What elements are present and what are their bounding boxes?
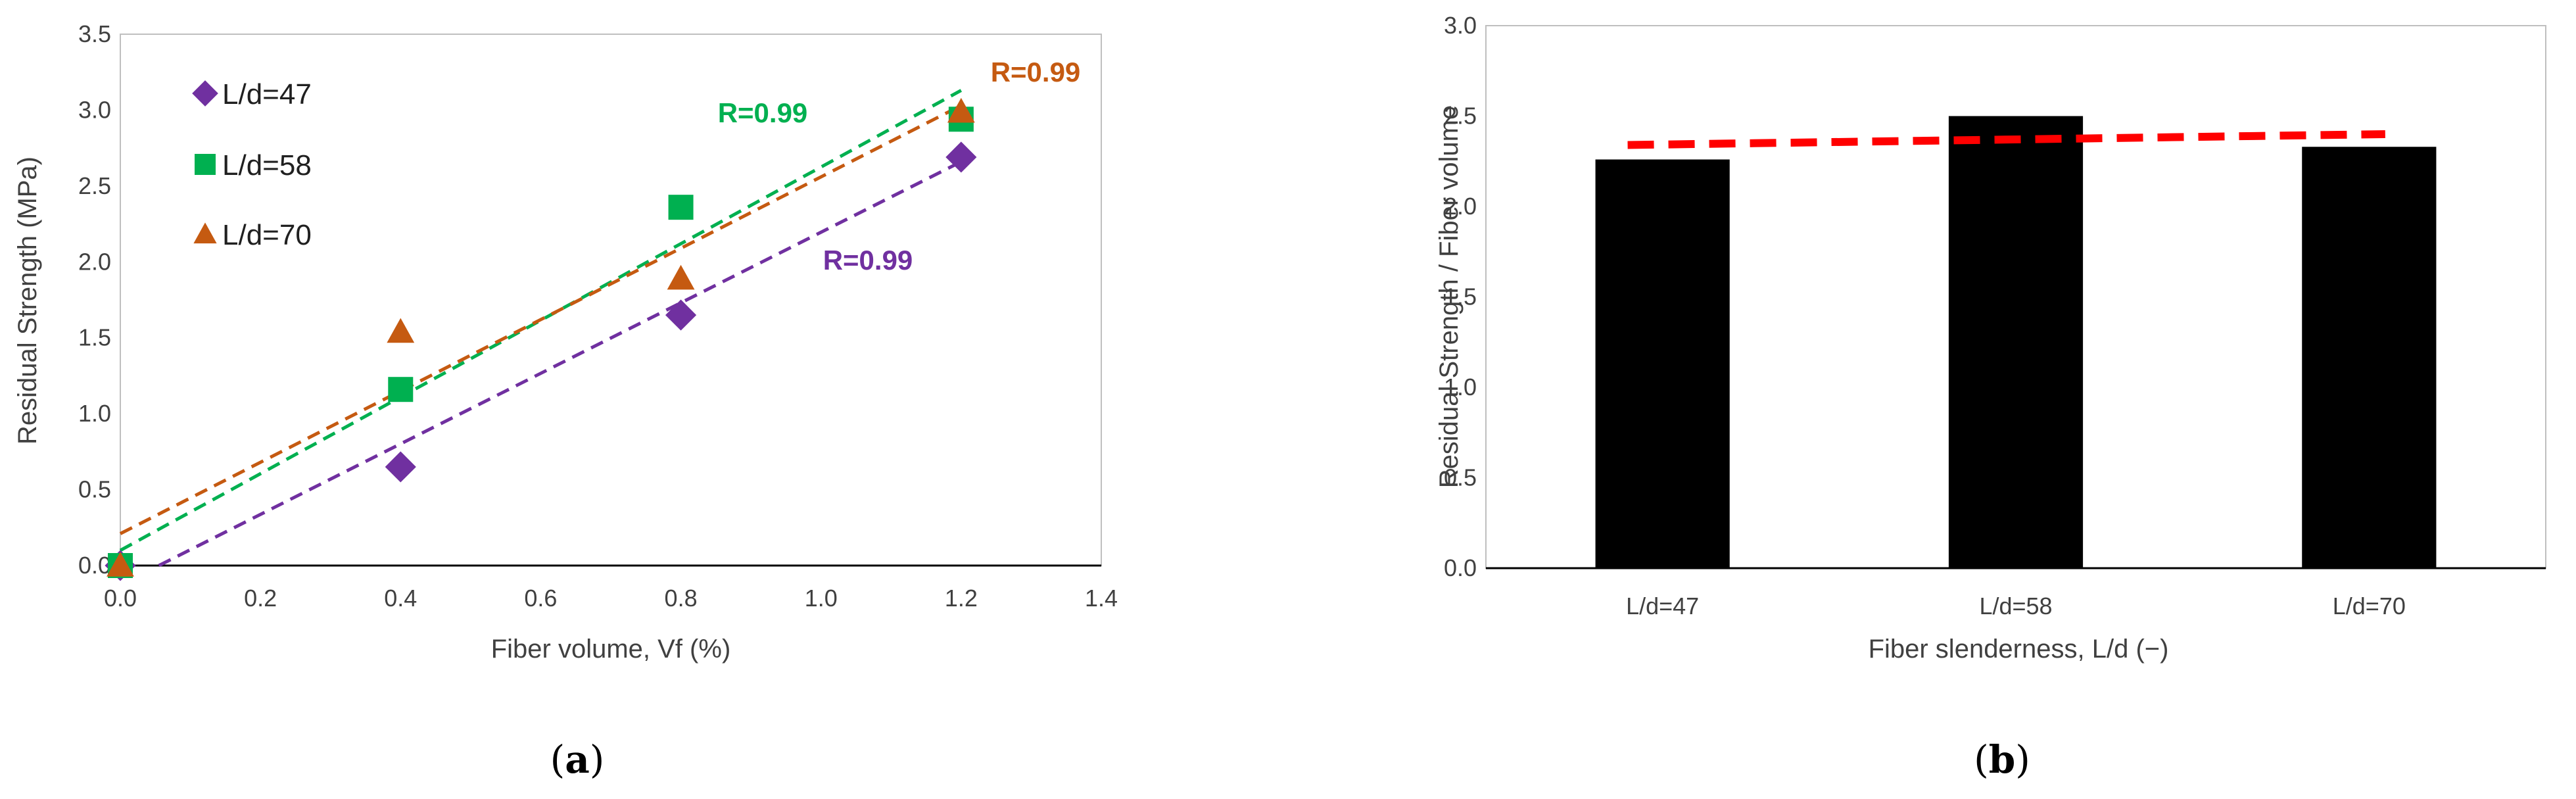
trendlines-a: [119, 89, 963, 568]
x-axis-title-a: Fiber volume, Vf (%): [491, 635, 731, 664]
y-tick-label-a: 2.5: [78, 172, 111, 199]
y-tick-label-a: 1.0: [78, 400, 111, 427]
y-tick-label-b: 0.5: [1444, 464, 1477, 491]
r-label: R=0.99: [718, 97, 808, 128]
points-a: [105, 97, 977, 581]
y-tick-label-b: 2.5: [1444, 103, 1477, 130]
x-axis-title-b: Fiber slenderness, L/d (−): [1869, 635, 2169, 664]
x-tick-label-a: 1.0: [805, 585, 838, 612]
x-tick-label-b: L/d=58: [1979, 593, 2052, 619]
x-tick-label-b: L/d=47: [1626, 593, 1699, 619]
x-tick-labels-b: L/d=47 L/d=58 L/d=70: [1626, 593, 2406, 619]
y-axis-title-a: Residual Strength (MPa): [13, 157, 42, 445]
chart-b: 0.0 0.5 1.0 1.5 2.0 2.5 3.0 L/d=47 L/d=58 L/d=70…: [1435, 12, 2546, 664]
legend-marker-diamond: [192, 80, 218, 107]
y-ticks-a: 0.00.51.01.52.02.53.03.5: [78, 20, 111, 579]
legend-marker-triangle: [193, 222, 217, 244]
y-tick-label-b: 1.0: [1444, 374, 1477, 400]
panel-label-b: (b): [1974, 737, 2030, 782]
axes-a: [120, 34, 1101, 567]
bar-ld70: [2302, 147, 2437, 568]
x-tick-label-a: 0.4: [384, 585, 417, 612]
legend-label: L/d=58: [222, 149, 312, 182]
bar-ld47: [1595, 159, 1730, 568]
x-tick-label-a: 1.4: [1085, 585, 1118, 612]
trendline-ld47: [158, 160, 962, 568]
x-tick-label-a: 0.0: [104, 585, 137, 612]
data-point-diamond: [945, 141, 977, 173]
data-point-triangle: [387, 318, 415, 343]
y-tick-label-a: 2.0: [78, 248, 111, 275]
trendline-b: [1627, 130, 2385, 149]
chart-a: 0.0 0.5 1.0 1.5 2.0 2.5 3.0 3.5 0.0 0.2 0.4 0.6 0.8…: [13, 20, 1118, 664]
r-labels-a: R=0.99 R=0.99 R=0.99: [718, 57, 1081, 276]
y-tick-label-b: 2.0: [1444, 193, 1477, 220]
trendline-b-line: [1627, 130, 2385, 149]
x-tick-label-a: 0.8: [665, 585, 698, 612]
x-tick-label-a: 1.2: [945, 585, 978, 612]
legend-a: L/d=47 L/d=58 L/d=70: [192, 78, 312, 251]
x-tick-label-a: 0.6: [524, 585, 557, 612]
y-tick-label-a: 0.5: [78, 476, 111, 503]
y-axis-title-b: Residual Strength / Fiber volume: [1435, 105, 1464, 489]
panel-label-a: (a): [550, 737, 605, 782]
y-tick-label-b: 0.0: [1444, 554, 1477, 581]
x-tick-label-b: L/d=70: [2333, 593, 2406, 619]
y-tick-label-a: 3.5: [78, 20, 111, 47]
data-point-square: [388, 377, 414, 402]
bar-ld58: [1948, 116, 2084, 568]
y-tick-label-b: 3.0: [1444, 12, 1477, 39]
legend-label: L/d=47: [222, 78, 312, 110]
r-label: R=0.99: [991, 57, 1081, 87]
bars-b: [1486, 116, 2546, 569]
x-ticks-a: 0.0 0.2 0.4 0.6 0.8 1.0 1.2 1.4: [104, 585, 1118, 612]
data-point-triangle: [107, 552, 134, 577]
y-tick-label-a: 1.5: [78, 324, 111, 351]
y-ticks-b: 0.0 0.5 1.0 1.5 2.0 2.5 3.0: [1444, 12, 1477, 581]
r-label: R=0.99: [823, 245, 913, 276]
data-point-triangle: [947, 97, 975, 123]
data-point-triangle: [667, 264, 695, 290]
legend-marker-square: [195, 154, 216, 175]
trendline-ld58: [119, 89, 963, 552]
y-tick-label-b: 1.5: [1444, 283, 1477, 310]
trendline-ld70: [119, 104, 962, 535]
data-point-diamond: [665, 299, 697, 331]
data-point-diamond: [385, 451, 416, 483]
data-point-square: [668, 195, 694, 220]
legend-label: L/d=70: [222, 219, 312, 251]
y-tick-label-a: 3.0: [78, 96, 111, 123]
x-tick-label-a: 0.2: [244, 585, 277, 612]
